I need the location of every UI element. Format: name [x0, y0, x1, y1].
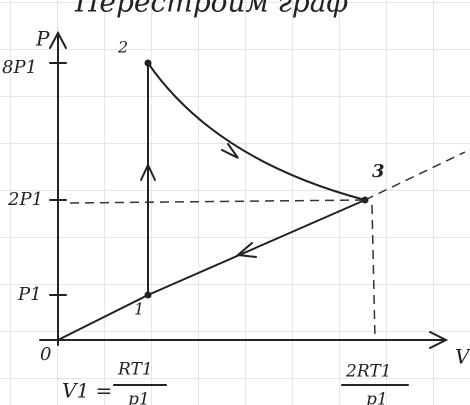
y-tick-label: 2P1	[7, 189, 43, 210]
x-label-numerator: 2RT1	[345, 362, 391, 382]
x-label-denominator: p1	[128, 390, 150, 405]
point	[145, 292, 152, 299]
x-label-denominator: p1	[366, 390, 388, 405]
point-label: 1	[134, 300, 144, 319]
x-axis-label: V	[455, 345, 470, 369]
y-tick-label: 8P1	[2, 57, 37, 78]
title: Перестроим граф	[74, 0, 348, 19]
x-label-prefix: V1 =	[62, 379, 112, 403]
diagram: Перестроим граф P V 0 8P1 2P1 P1 1 2 3 V…	[0, 0, 470, 405]
point	[362, 197, 369, 204]
point-label: 3	[372, 161, 385, 182]
point-label: 2	[117, 38, 128, 57]
y-axis-label: P	[35, 27, 50, 51]
origin-label: 0	[40, 344, 51, 365]
y-tick-label: P1	[17, 284, 42, 305]
x-label-numerator: RT1	[117, 360, 153, 380]
point	[145, 60, 152, 67]
